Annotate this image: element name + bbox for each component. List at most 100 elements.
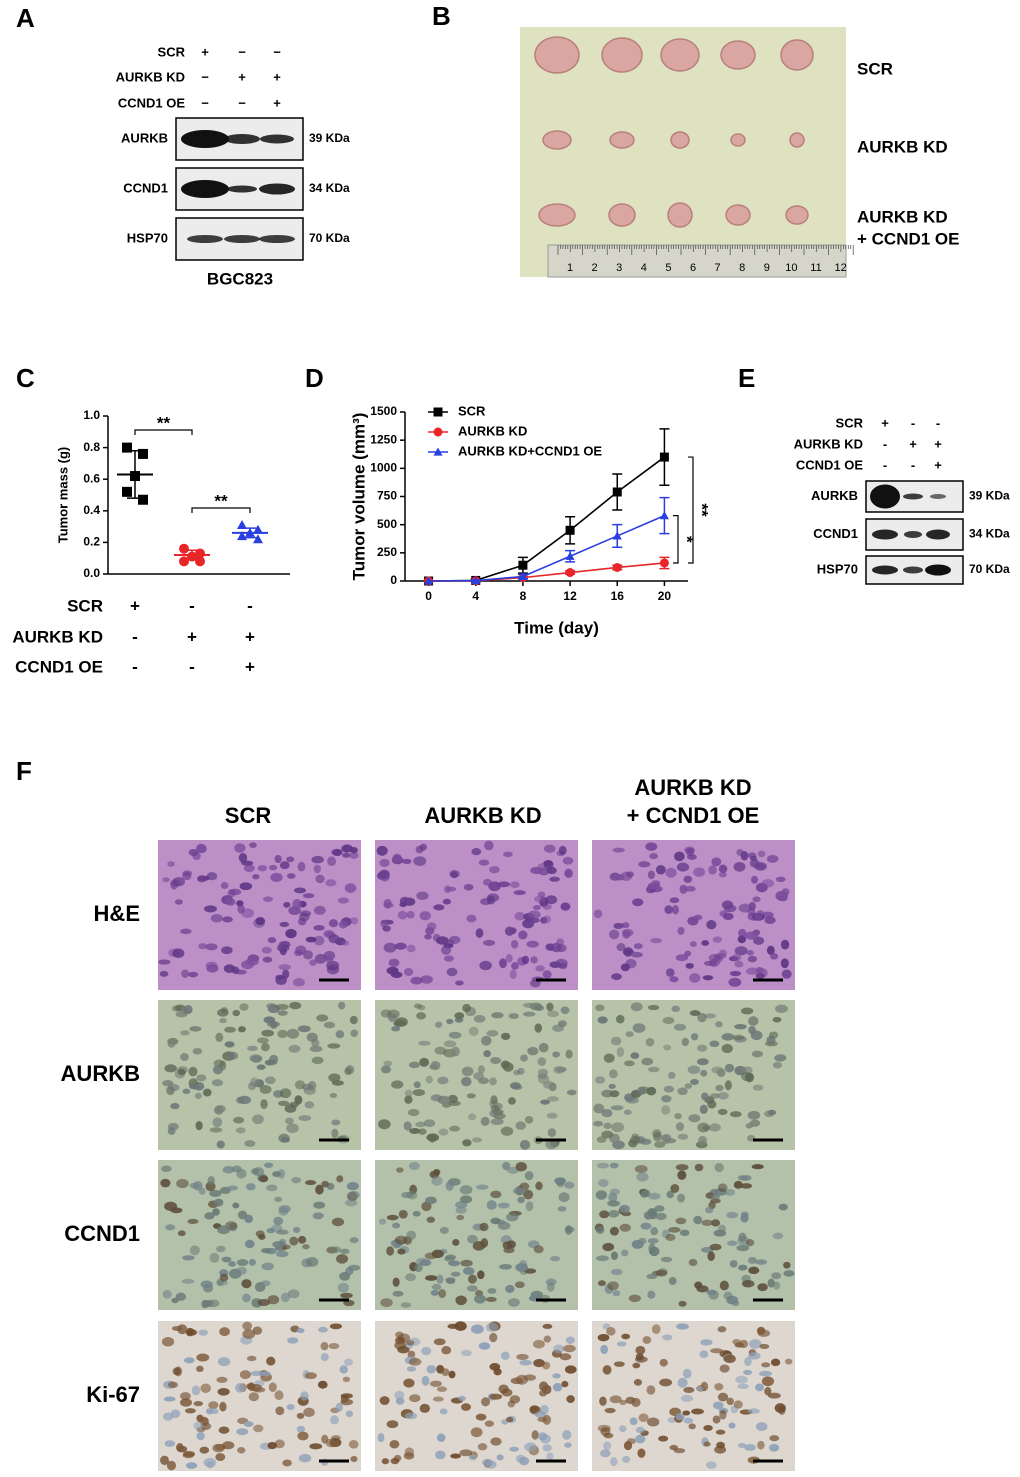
y-axis-label: Tumor mass (g) — [55, 447, 70, 544]
nucleus — [382, 925, 391, 932]
nucleus — [524, 1442, 537, 1452]
nucleus — [219, 1401, 227, 1412]
nucleus — [462, 1139, 472, 1147]
nucleus — [701, 940, 710, 946]
nucleus — [455, 1206, 467, 1214]
blot-size: 34 KDa — [969, 527, 1010, 541]
nucleus — [345, 1410, 354, 1418]
nucleus — [595, 1076, 606, 1084]
nucleus — [734, 1023, 747, 1030]
nucleus — [274, 1244, 283, 1251]
nucleus — [217, 1357, 231, 1367]
nucleus — [513, 890, 526, 896]
nucleus — [736, 848, 744, 856]
nucleus — [206, 1408, 214, 1415]
nucleus — [647, 870, 655, 880]
nucleus — [646, 1086, 657, 1096]
blot-band — [872, 529, 898, 540]
nucleus — [267, 937, 277, 944]
nucleus — [729, 1260, 738, 1268]
nucleus — [490, 1437, 502, 1446]
nucleus — [718, 864, 728, 873]
nucleus — [211, 1079, 224, 1087]
nucleus — [595, 1226, 605, 1235]
nucleus — [532, 904, 541, 911]
nucleus — [269, 1054, 279, 1065]
nucleus — [433, 1168, 441, 1176]
nucleus — [477, 1270, 485, 1280]
nucleus — [520, 1054, 528, 1062]
nucleus — [165, 1224, 176, 1231]
marker — [659, 452, 669, 462]
nucleus — [278, 964, 292, 971]
nucleus — [678, 1300, 687, 1307]
panel-label: A — [16, 3, 35, 33]
nucleus — [621, 1249, 629, 1257]
nucleus — [655, 865, 666, 875]
nucleus — [635, 1353, 644, 1361]
significance-bracket — [191, 507, 251, 513]
nucleus — [325, 954, 334, 963]
nucleus — [500, 1351, 510, 1360]
nucleus — [547, 1128, 557, 1138]
nucleus — [477, 1443, 488, 1451]
nucleus — [514, 1281, 525, 1289]
nucleus — [243, 1421, 254, 1427]
ruler-label: 6 — [690, 262, 696, 274]
nucleus — [538, 1042, 549, 1053]
nucleus — [327, 1043, 341, 1049]
nucleus — [543, 1335, 552, 1343]
nucleus — [267, 1441, 278, 1450]
nucleus — [311, 855, 324, 864]
nucleus — [715, 1429, 726, 1435]
nucleus — [665, 1233, 676, 1242]
nucleus — [769, 1443, 780, 1452]
nucleus — [662, 1334, 673, 1341]
nucleus — [435, 1021, 443, 1028]
nucleus — [408, 1358, 422, 1366]
nucleus — [298, 1235, 307, 1244]
nucleus — [471, 848, 482, 856]
nucleus — [724, 1188, 736, 1196]
nucleus — [712, 1401, 724, 1410]
nucleus — [209, 1189, 222, 1198]
nucleus — [414, 1263, 423, 1272]
nucleus — [509, 1082, 521, 1090]
nucleus — [182, 1255, 195, 1261]
nucleus — [661, 1095, 672, 1103]
nucleus — [408, 1061, 421, 1069]
blot-size: 70 KDa — [969, 562, 1010, 576]
sd-bar — [242, 527, 258, 539]
tumor — [720, 40, 756, 70]
nucleus — [650, 1226, 659, 1236]
condition-label: AURKB KD — [12, 627, 103, 646]
nucleus — [615, 1014, 625, 1024]
nucleus — [395, 1397, 405, 1405]
nucleus — [167, 861, 175, 867]
nucleus — [463, 1267, 475, 1275]
tumor — [538, 203, 576, 227]
nucleus — [719, 1409, 727, 1420]
nucleus — [335, 1030, 345, 1039]
nucleus — [235, 1127, 246, 1134]
nucleus — [472, 1137, 483, 1143]
nucleus — [280, 1137, 291, 1143]
marker — [138, 494, 148, 505]
nucleus — [764, 916, 776, 924]
nucleus — [166, 1460, 177, 1471]
nucleus — [289, 1236, 299, 1246]
nucleus — [769, 1435, 780, 1442]
nucleus — [737, 1383, 749, 1390]
nucleus — [736, 1244, 750, 1252]
nucleus — [647, 1004, 660, 1011]
nucleus — [619, 1399, 627, 1405]
nucleus — [710, 1348, 723, 1354]
legend-label: AURKB KD+CCND1 OE — [458, 443, 602, 458]
nucleus — [425, 1075, 433, 1084]
condition-label: AURKB KD — [116, 69, 185, 84]
nucleus — [303, 950, 313, 960]
nucleus — [212, 1208, 220, 1216]
nucleus — [721, 1043, 733, 1054]
y-tick-label: 0.8 — [83, 440, 100, 454]
nucleus — [419, 843, 428, 851]
